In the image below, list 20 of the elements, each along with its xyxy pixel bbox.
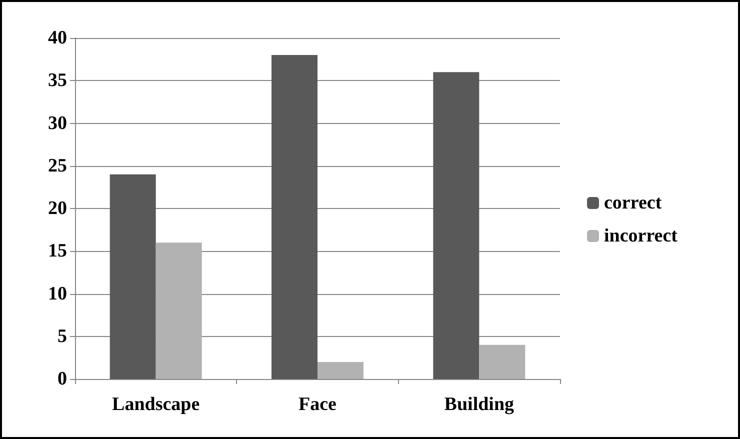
bar — [479, 344, 526, 379]
legend-label: incorrect — [604, 226, 678, 246]
bar — [272, 55, 318, 379]
bar — [110, 174, 156, 379]
bar — [156, 242, 202, 379]
x-tick-label: Landscape — [112, 394, 200, 415]
x-tick-label: Building — [444, 394, 515, 415]
y-tick-label: 40 — [48, 28, 67, 48]
y-tick-label: 25 — [48, 155, 67, 176]
bar — [433, 72, 480, 379]
y-tick-label: 35 — [48, 70, 67, 92]
x-tick-label: Face — [298, 394, 336, 415]
y-tick-label: 10 — [48, 283, 67, 304]
y-tick-label: 5 — [58, 326, 67, 347]
y-tick-label: 30 — [48, 112, 67, 134]
y-tick-label: 15 — [48, 240, 67, 262]
y-tick-label: 20 — [48, 198, 67, 219]
bar — [318, 362, 364, 379]
y-tick-label: 0 — [58, 368, 67, 390]
legend-label: correct — [604, 192, 662, 214]
